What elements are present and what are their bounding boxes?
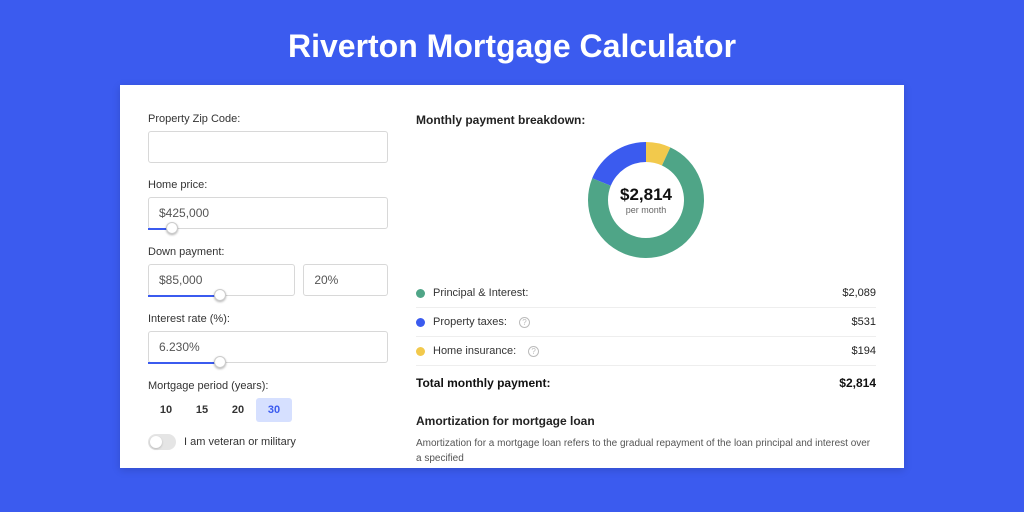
legend-dot	[416, 289, 425, 298]
payment-donut-chart: $2,814 per month	[585, 139, 707, 261]
veteran-label: I am veteran or military	[184, 436, 296, 448]
legend-value: $531	[852, 316, 876, 328]
mortgage-period-label: Mortgage period (years):	[148, 380, 388, 392]
donut-slice-tax	[592, 142, 646, 186]
total-row: Total monthly payment: $2,814	[416, 366, 876, 400]
help-icon[interactable]: ?	[528, 346, 539, 357]
calculator-card: Property Zip Code: Home price: Down paym…	[120, 85, 904, 468]
home-price-input[interactable]	[148, 197, 388, 229]
mortgage-period-field: Mortgage period (years): 10152030	[148, 380, 388, 422]
donut-total-amount: $2,814	[620, 185, 672, 205]
legend-label: Property taxes:	[433, 316, 507, 328]
zip-label: Property Zip Code:	[148, 113, 388, 125]
total-label: Total monthly payment:	[416, 376, 550, 390]
legend-row-pi: Principal & Interest: $2,089	[416, 279, 876, 308]
legend-dot	[416, 318, 425, 327]
period-button-15[interactable]: 15	[184, 398, 220, 422]
home-price-slider[interactable]	[148, 228, 172, 230]
legend-row-tax: Property taxes:? $531	[416, 308, 876, 337]
breakdown-title: Monthly payment breakdown:	[416, 113, 876, 127]
zip-field: Property Zip Code:	[148, 113, 388, 163]
home-price-field: Home price:	[148, 179, 388, 230]
zip-input[interactable]	[148, 131, 388, 163]
legend-value: $194	[852, 345, 876, 357]
total-value: $2,814	[839, 376, 876, 390]
down-payment-percent-input[interactable]	[303, 264, 388, 296]
mortgage-period-group: 10152030	[148, 398, 388, 422]
legend-row-ins: Home insurance:? $194	[416, 337, 876, 366]
down-payment-slider[interactable]	[148, 295, 220, 297]
page-title: Riverton Mortgage Calculator	[0, 0, 1024, 85]
down-payment-field: Down payment:	[148, 246, 388, 297]
home-price-label: Home price:	[148, 179, 388, 191]
veteran-row: I am veteran or military	[148, 434, 388, 450]
donut-total-sub: per month	[620, 205, 672, 215]
amortization-text: Amortization for a mortgage loan refers …	[416, 436, 876, 466]
interest-rate-label: Interest rate (%):	[148, 313, 388, 325]
interest-rate-slider[interactable]	[148, 362, 220, 364]
interest-rate-field: Interest rate (%):	[148, 313, 388, 364]
legend-label: Principal & Interest:	[433, 287, 528, 299]
form-panel: Property Zip Code: Home price: Down paym…	[148, 113, 388, 468]
down-payment-label: Down payment:	[148, 246, 388, 258]
period-button-10[interactable]: 10	[148, 398, 184, 422]
breakdown-panel: Monthly payment breakdown: $2,814 per mo…	[416, 113, 876, 468]
help-icon[interactable]: ?	[519, 317, 530, 328]
period-button-30[interactable]: 30	[256, 398, 292, 422]
legend-dot	[416, 347, 425, 356]
interest-rate-input[interactable]	[148, 331, 388, 363]
legend-label: Home insurance:	[433, 345, 516, 357]
legend-value: $2,089	[842, 287, 876, 299]
period-button-20[interactable]: 20	[220, 398, 256, 422]
veteran-toggle[interactable]	[148, 434, 176, 450]
amortization-title: Amortization for mortgage loan	[416, 414, 876, 428]
